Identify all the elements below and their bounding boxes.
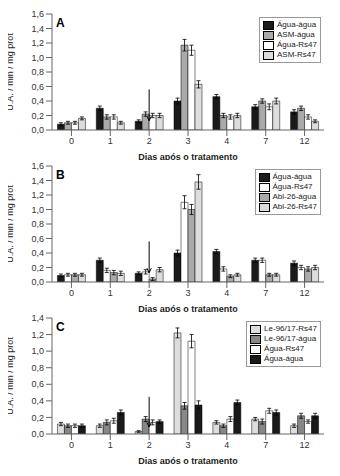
- svg-text:0,0: 0,0: [31, 125, 44, 135]
- svg-text:2: 2: [147, 440, 152, 450]
- html-text:B: B: [56, 168, 65, 182]
- html-text:Água-Rs47: Água-Rs47: [272, 182, 313, 191]
- svg-text:1: 1: [108, 288, 113, 298]
- svg-text:0,6: 0,6: [31, 82, 44, 92]
- svg-text:0: 0: [69, 288, 74, 298]
- svg-text:0,4: 0,4: [31, 96, 44, 106]
- html-text:Água-água: Água-água: [277, 20, 317, 29]
- svg-text:0,8: 0,8: [31, 67, 44, 77]
- svg-text:1,2: 1,2: [31, 38, 44, 48]
- svg-text:0,2: 0,2: [31, 263, 44, 273]
- svg-text:4: 4: [224, 440, 229, 450]
- html-text:Le-96/17-água: Le-96/17-água: [264, 334, 317, 343]
- svg-text:1,6: 1,6: [31, 161, 44, 171]
- svg-text:12: 12: [300, 440, 310, 450]
- html-text:C: C: [56, 320, 65, 334]
- svg-text:1,0: 1,0: [31, 346, 44, 356]
- svg-text:1,2: 1,2: [31, 330, 44, 340]
- svg-text:0,2: 0,2: [31, 111, 44, 121]
- svg-text:0,0: 0,0: [31, 277, 44, 287]
- svg-text:0,6: 0,6: [31, 234, 44, 244]
- svg-text:Dias após o tratamento: Dias após o tratamento: [138, 304, 238, 312]
- svg-text:2: 2: [147, 136, 152, 146]
- svg-text:0,0: 0,0: [31, 429, 44, 439]
- html-text:ASM-Rs47: ASM-Rs47: [277, 50, 316, 59]
- svg-text:0,6: 0,6: [31, 379, 44, 389]
- svg-text:1: 1: [108, 136, 113, 146]
- svg-text:2: 2: [147, 288, 152, 298]
- svg-text:0,8: 0,8: [31, 219, 44, 229]
- svg-text:7: 7: [263, 288, 268, 298]
- svg-text:0,2: 0,2: [31, 413, 44, 423]
- svg-text:0,8: 0,8: [31, 363, 44, 373]
- svg-text:3: 3: [185, 288, 190, 298]
- svg-text:Dias após o tratamento: Dias após o tratamento: [138, 456, 238, 464]
- html-text:A: A: [56, 16, 65, 30]
- svg-text:U.A. / min / mg prot: U.A. / min / mg prot: [8, 337, 15, 415]
- svg-text:1,4: 1,4: [31, 24, 44, 34]
- html-text:Abl-26-Rs47: Abl-26-Rs47: [272, 202, 317, 211]
- html-text:Le-96/17-Rs47: Le-96/17-Rs47: [264, 324, 317, 333]
- svg-text:12: 12: [300, 288, 310, 298]
- svg-text:0,4: 0,4: [31, 396, 44, 406]
- svg-text:1,0: 1,0: [31, 205, 44, 215]
- html-text:Água-Rs47: Água-Rs47: [264, 344, 305, 353]
- svg-text:Dias após o tratamento: Dias após o tratamento: [138, 152, 238, 160]
- svg-text:1,0: 1,0: [31, 53, 44, 63]
- svg-text:7: 7: [263, 136, 268, 146]
- svg-text:U.A. / min / mg prot: U.A. / min / mg prot: [8, 33, 15, 111]
- html-text:Água-água: Água-água: [264, 354, 304, 363]
- svg-text:0,4: 0,4: [31, 248, 44, 258]
- svg-text:3: 3: [185, 440, 190, 450]
- svg-text:1,2: 1,2: [31, 190, 44, 200]
- svg-text:1,6: 1,6: [31, 9, 44, 19]
- svg-text:4: 4: [224, 136, 229, 146]
- svg-text:1: 1: [108, 440, 113, 450]
- svg-text:0: 0: [69, 440, 74, 450]
- svg-text:U.A. / min / mg prot: U.A. / min / mg prot: [8, 185, 15, 263]
- svg-text:7: 7: [263, 440, 268, 450]
- svg-text:12: 12: [300, 136, 310, 146]
- html-text:Água-água: Água-água: [272, 172, 312, 181]
- svg-text:1,4: 1,4: [31, 176, 44, 186]
- html-text:Água-Rs47: Água-Rs47: [277, 40, 317, 49]
- svg-text:3: 3: [185, 136, 190, 146]
- html-text:Abl-26-água: Abl-26-água: [272, 192, 317, 201]
- html-text:ASM-água: ASM-água: [277, 30, 315, 39]
- svg-text:1,4: 1,4: [31, 313, 44, 323]
- svg-text:4: 4: [224, 288, 229, 298]
- svg-text:0: 0: [69, 136, 74, 146]
